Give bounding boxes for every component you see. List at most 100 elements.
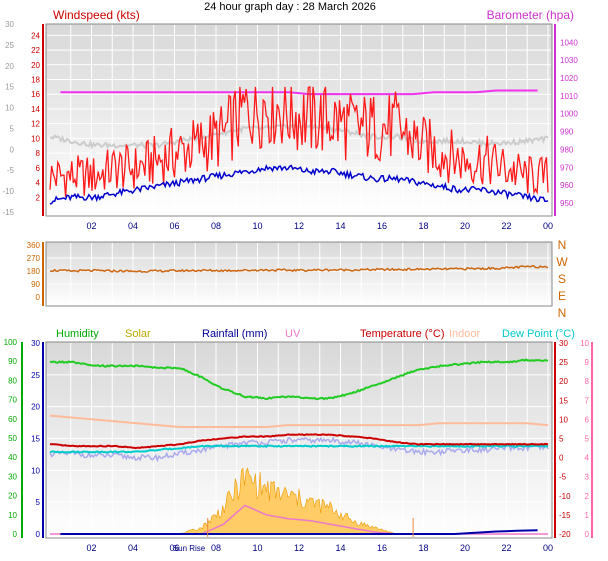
uv-tick-label: 5	[585, 435, 590, 444]
barometer-tick-label: 960	[560, 181, 574, 190]
windspeed-line	[49, 85, 549, 197]
compass-label: N	[558, 238, 567, 252]
windspeed-tick-label: 20	[31, 61, 40, 70]
wind-direction-line	[49, 264, 549, 274]
x-tick-label: 10	[252, 221, 262, 231]
rainfall-line	[60, 529, 538, 535]
barometer-tick-label: 970	[560, 163, 574, 172]
secondary-tick-label: 15	[5, 83, 14, 92]
x-tick-label: 12	[294, 543, 304, 553]
secondary-tick-label: 5	[10, 124, 15, 133]
compass-label: N	[558, 306, 567, 320]
x-tick-label: 10	[252, 543, 262, 553]
uv-tick-label: 10	[580, 339, 589, 348]
rain-tick-label: 30	[31, 339, 40, 348]
barometer-tick-label: 1020	[560, 74, 578, 83]
climate-x-ticks: 02 04 06 08 10 12 14 16 18 20 22 00 Sun Rise	[86, 543, 553, 553]
x-tick-label: 22	[501, 221, 511, 231]
windspeed-tick-label: 24	[31, 31, 40, 40]
temperature-tick-label: 25	[559, 358, 568, 367]
direction-series	[49, 264, 549, 274]
wind-panel: Windspeed (kts) Barometer (hpa) 24222018…	[2, 8, 578, 231]
secondary-tick-label: 10	[5, 104, 14, 113]
humidity-tick-label: 100	[4, 338, 18, 347]
temperature-tick-label: 15	[559, 396, 568, 405]
legend-solar: Solar	[125, 328, 151, 340]
climate-axes: 1009080706050403020100302520151050302520…	[4, 338, 593, 539]
rain-tick-label: 10	[31, 466, 40, 475]
temperature-tick-label: -20	[559, 530, 571, 539]
rain-tick-label: 25	[31, 371, 40, 380]
x-tick-label: 04	[128, 221, 138, 231]
humidity-tick-label: 20	[8, 492, 17, 501]
windspeed-tick-label: 6	[36, 164, 41, 173]
temperature-tick-label: 30	[559, 339, 568, 348]
compass-label: S	[558, 272, 566, 286]
wind-axes: 24 22 20 18 16 14 12 10 8 6 4 2 30 25 20 15 10 5 0 -5 -10 -15…	[2, 20, 578, 217]
barometer-tick-label: 1010	[560, 92, 578, 101]
legend-humidity: Humidity	[56, 328, 99, 340]
uv-tick-label: 8	[585, 377, 590, 386]
x-tick-label: 00	[543, 221, 553, 231]
x-tick-label: 14	[335, 221, 345, 231]
x-tick-label: 20	[460, 221, 470, 231]
humidity-tick-label: 30	[8, 472, 17, 481]
legend-uv: UV	[285, 328, 301, 340]
windspeed-tick-label: 16	[31, 90, 40, 99]
uv-tick-label: 4	[585, 454, 590, 463]
humidity-tick-label: 70	[8, 396, 17, 405]
x-tick-label: 00	[543, 543, 553, 553]
windspeed-tick-label: 2	[36, 193, 41, 202]
windspeed-tick-label: 14	[31, 105, 40, 114]
direction-tick-label: 90	[31, 280, 40, 289]
secondary-tick-label: 30	[5, 20, 14, 29]
x-tick-label: 12	[294, 221, 304, 231]
temperature-tick-label: 0	[559, 454, 564, 463]
compass-label: W	[556, 255, 568, 269]
windspeed-tick-label: 12	[31, 120, 40, 129]
uv-tick-label: 2	[585, 492, 590, 501]
windspeed-tick-label: 4	[36, 179, 41, 188]
page-title: 24 hour graph day : 28 March 2026	[204, 1, 376, 13]
temperature-tick-label: 5	[559, 435, 564, 444]
direction-tick-label: 360	[27, 241, 41, 250]
rain-tick-label: 5	[36, 498, 41, 507]
wind-average-line	[49, 164, 549, 205]
barometer-label: Barometer (hpa)	[487, 8, 574, 22]
barometer-tick-label: 1030	[560, 56, 578, 65]
uv-tick-label: 7	[585, 396, 590, 405]
windspeed-tick-label: 18	[31, 76, 40, 85]
x-tick-label: 18	[418, 221, 428, 231]
uv-tick-label: 1	[585, 511, 590, 520]
temperature-tick-label: 20	[559, 377, 568, 386]
windspeed-label: Windspeed (kts)	[53, 8, 140, 22]
windspeed-tick-label: 8	[36, 149, 41, 158]
x-tick-label: 04	[128, 543, 138, 553]
x-tick-label: 06	[169, 221, 179, 231]
windspeed-tick-label: 22	[31, 46, 40, 55]
secondary-tick-label: 0	[10, 145, 15, 154]
wind-series	[49, 85, 549, 205]
dewpoint-line	[49, 444, 549, 454]
temperature-tick-label: 10	[559, 415, 568, 424]
barometer-tick-label: 990	[560, 128, 574, 137]
compass-label: E	[558, 289, 566, 303]
indoor-line	[49, 414, 549, 428]
x-tick-label: 18	[418, 543, 428, 553]
x-tick-label: 02	[86, 221, 96, 231]
uv-tick-label: 6	[585, 415, 590, 424]
climate-legend: Humidity Solar Rainfall (mm) UV Temperat…	[56, 328, 575, 340]
barometer-line	[60, 89, 538, 96]
x-tick-label: 02	[86, 543, 96, 553]
temperature-tick-label: -5	[559, 473, 567, 482]
secondary-tick-label: 25	[5, 41, 14, 50]
barometer-tick-label: 1040	[560, 38, 578, 47]
legend-temperature: Temperature (°C)	[360, 328, 444, 340]
humidity-tick-label: 40	[8, 453, 17, 462]
wind-x-ticks: 02 04 06 08 10 12 14 16 18 20 22 00	[86, 221, 553, 231]
uv-tick-label: 0	[585, 530, 590, 539]
humidity-tick-label: 10	[8, 511, 17, 520]
barometer-tick-label: 950	[560, 199, 574, 208]
